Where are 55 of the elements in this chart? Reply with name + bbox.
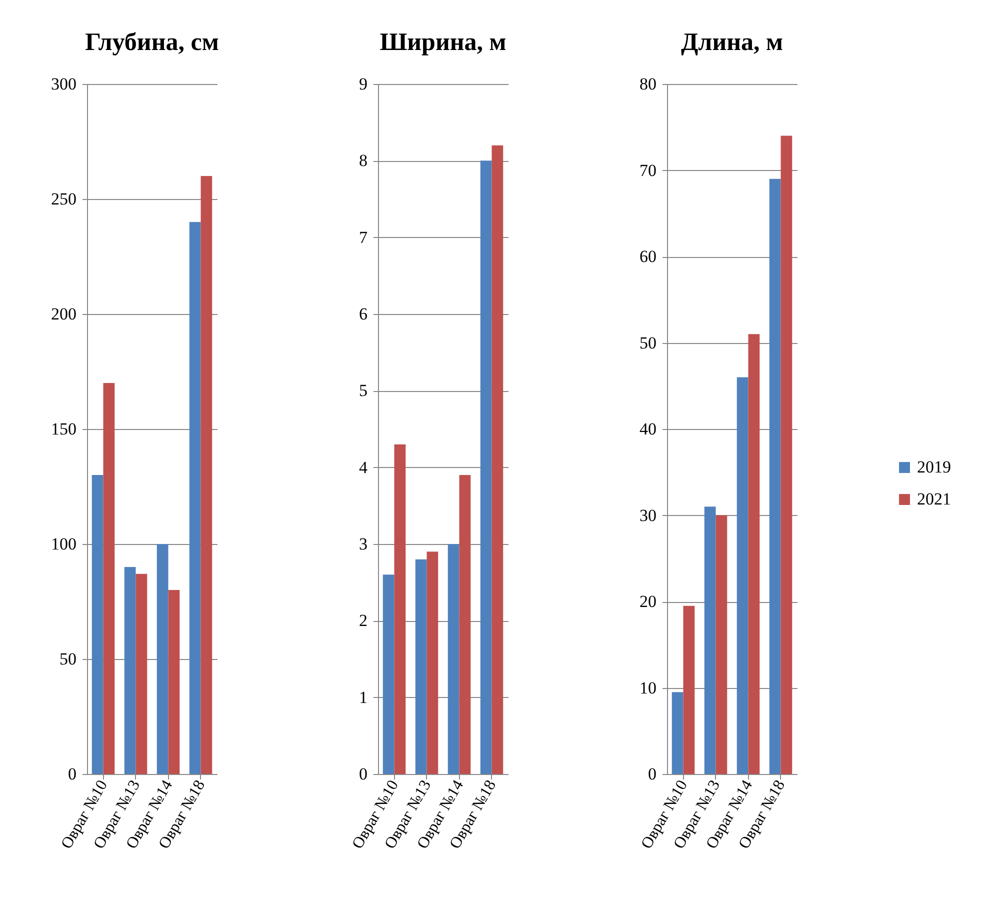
legend-label: 2019 — [917, 458, 951, 476]
bar — [683, 606, 695, 774]
y-tick-label: 9 — [359, 74, 368, 94]
y-tick-label: 100 — [51, 534, 76, 554]
y-tick-label: 8 — [359, 151, 368, 170]
chart-title: Глубина, см — [85, 29, 219, 56]
y-tick-label: 50 — [640, 333, 656, 352]
y-tick-label: 300 — [51, 74, 76, 94]
bar — [480, 160, 492, 774]
y-tick-label: 10 — [640, 678, 656, 698]
bar — [103, 383, 115, 774]
bar — [748, 334, 760, 774]
bar — [459, 475, 471, 774]
y-tick-label: 200 — [51, 304, 76, 324]
y-tick-label: 150 — [51, 420, 76, 438]
bar — [780, 136, 792, 774]
bar — [736, 377, 748, 774]
bar — [92, 475, 104, 774]
y-tick-label: 7 — [359, 228, 368, 247]
chart-title: Длина, м — [680, 29, 784, 56]
legend-label: 2021 — [917, 490, 951, 508]
bar — [200, 176, 212, 774]
y-tick-label: 3 — [359, 534, 368, 554]
bar — [415, 559, 427, 774]
y-tick-label: 6 — [359, 304, 368, 324]
bar — [492, 145, 504, 774]
y-tick-label: 0 — [648, 764, 656, 784]
y-tick-label: 40 — [640, 420, 656, 438]
y-tick-label: 20 — [640, 592, 656, 611]
y-tick-label: 1 — [359, 688, 368, 707]
y-tick-label: 70 — [640, 160, 656, 180]
y-tick-label: 2 — [359, 611, 368, 630]
y-tick-label: 0 — [359, 764, 368, 784]
bar — [426, 552, 438, 774]
y-tick-label: 30 — [640, 506, 656, 525]
bar — [189, 222, 201, 774]
y-tick-label: 5 — [359, 381, 368, 400]
bar — [672, 692, 684, 774]
y-tick-label: 4 — [359, 458, 368, 477]
bar — [382, 574, 394, 774]
y-tick-label: 80 — [640, 74, 656, 94]
chart-title: Ширина, м — [380, 29, 506, 56]
bar — [448, 544, 460, 774]
y-tick-label: 0 — [68, 764, 76, 784]
bar — [394, 444, 406, 774]
bar — [124, 567, 136, 774]
bar — [156, 544, 168, 774]
bar — [168, 590, 180, 774]
bar — [136, 574, 148, 774]
y-tick-label: 50 — [60, 650, 76, 668]
bar — [769, 178, 781, 774]
bar — [704, 506, 716, 774]
y-tick-label: 60 — [640, 247, 656, 266]
bar — [716, 515, 728, 774]
y-tick-label: 250 — [51, 190, 76, 208]
